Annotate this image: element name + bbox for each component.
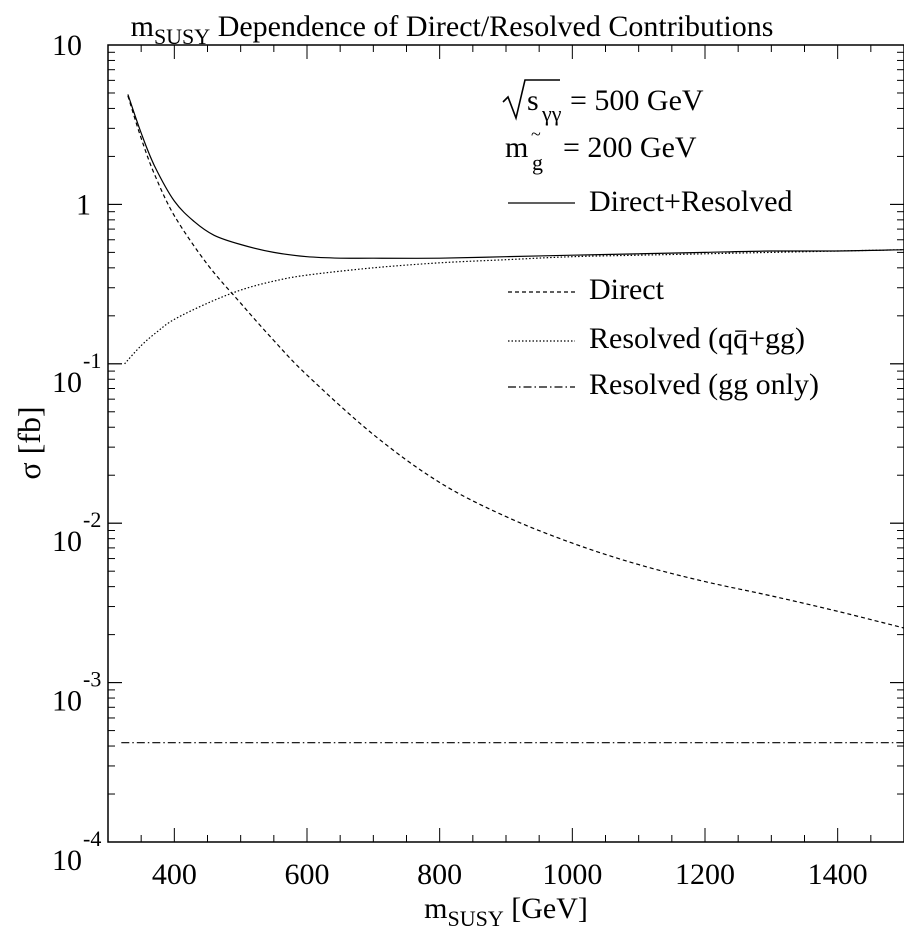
y-axis-label: σ [fb]	[11, 406, 47, 479]
legend-label-resolved-qq-gg: Resolved (qq+gg)	[589, 322, 805, 355]
sqrt-sign-icon	[502, 79, 560, 121]
y-tick-label: 10	[52, 844, 82, 877]
x-axis-label: mSUSY [GeV]	[424, 892, 588, 931]
y-tick-exponent: -2	[83, 507, 101, 532]
series-resolved-qq-gg	[124, 249, 904, 365]
energy-annotation: s γγ = 500 GeV	[502, 79, 704, 126]
y-tick-exponent: -4	[83, 826, 101, 851]
y-tick-exponent: -3	[83, 667, 101, 692]
chart-title: mSUSY Dependence of Direct/Resolved Cont…	[131, 10, 774, 49]
series-direct-resolved	[127, 94, 904, 259]
gluino-mass-symbol: m	[505, 131, 528, 164]
y-tick-label: 10	[52, 29, 82, 62]
series-direct	[127, 95, 904, 629]
series-layer	[121, 94, 904, 744]
svg-text:s: s	[527, 84, 539, 117]
legend: Direct+Resolved Direct Resolved (qq+gg) …	[508, 185, 819, 401]
sqrt-s-value: = 500 GeV	[570, 84, 704, 117]
x-tick-label: 600	[285, 858, 330, 891]
x-axis-ticks: 400 600 800 1000 1200 1400	[107, 45, 904, 891]
y-tick-exponent: -1	[83, 348, 101, 373]
x-tick-label: 1400	[808, 858, 868, 891]
legend-label-direct: Direct	[589, 273, 665, 306]
gluino-subscript: g	[532, 150, 543, 175]
plot-frame	[107, 44, 904, 843]
x-tick-label: 800	[417, 858, 462, 891]
x-tick-label: 1000	[542, 858, 602, 891]
legend-label-direct-resolved: Direct+Resolved	[589, 185, 793, 218]
x-tick-label: 400	[152, 858, 197, 891]
x-tick-label: 1200	[675, 858, 735, 891]
y-tick-label: 10	[52, 685, 82, 718]
y-tick-label: 1	[76, 188, 91, 221]
gluino-mass-value: = 200 GeV	[548, 131, 697, 164]
y-tick-label: 10	[52, 366, 82, 399]
tilde-mark: ~	[531, 124, 541, 144]
gluino-mass-annotation: m ~ g = 200 GeV	[505, 124, 697, 175]
sqrt-s-subscript: γγ	[541, 101, 562, 126]
y-tick-label: 10	[52, 525, 82, 558]
legend-label-resolved-gg: Resolved (gg only)	[589, 368, 819, 401]
